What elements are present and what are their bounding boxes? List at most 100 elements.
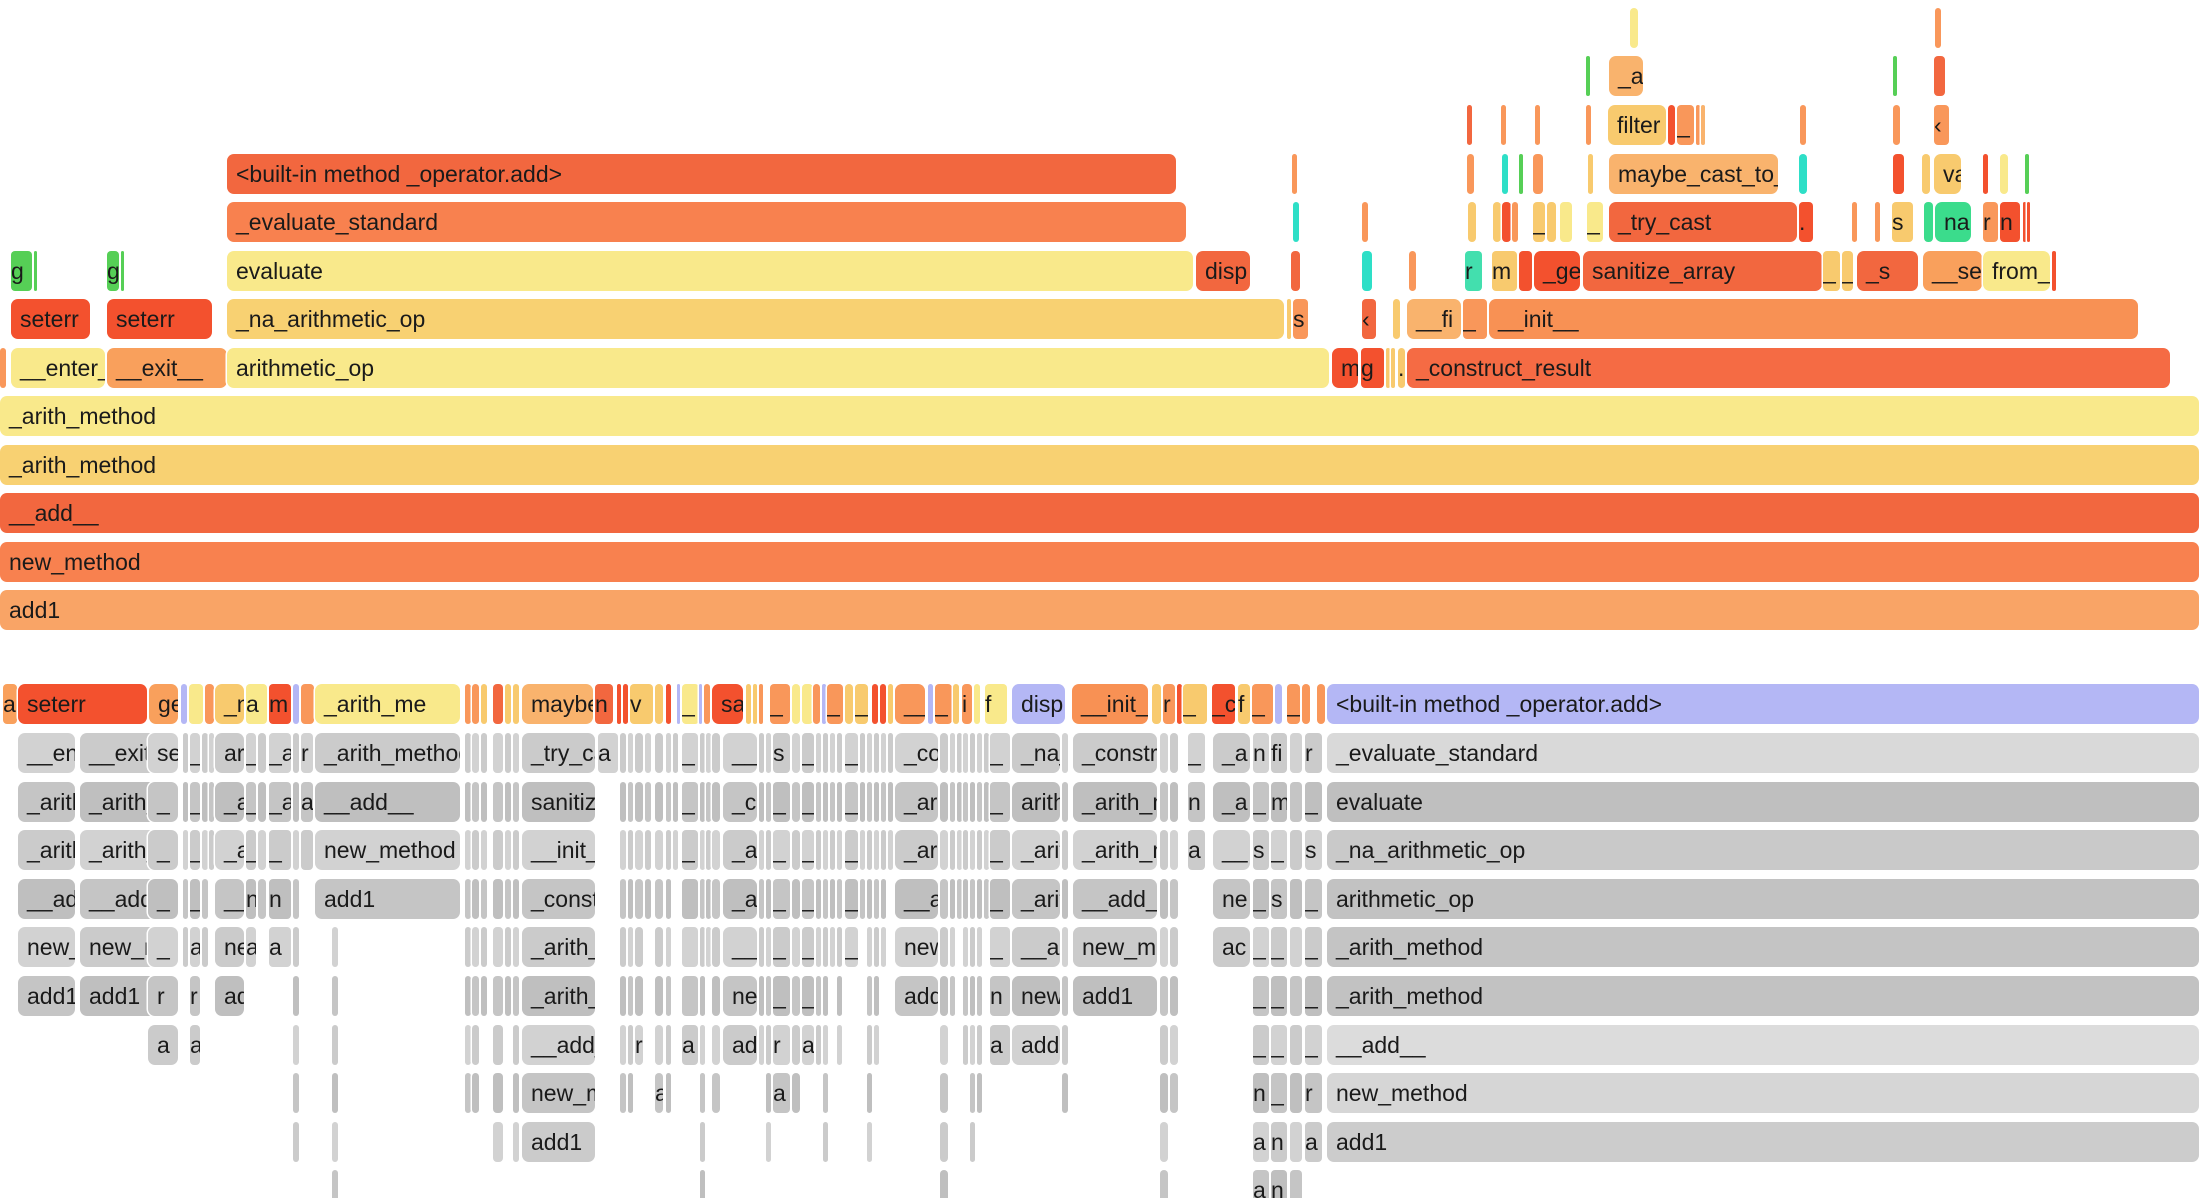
caller-frame-sliver[interactable]: [481, 830, 487, 870]
caller-frame-bar-r[interactable]: r: [148, 976, 178, 1016]
caller-frame-bar-_[interactable]: _: [682, 830, 698, 870]
caller-frame-sliver[interactable]: [628, 830, 633, 870]
caller-frame-sliver[interactable]: [655, 733, 663, 773]
caller-frame-sliver[interactable]: [830, 733, 835, 773]
caller-frame-sliver[interactable]: [620, 782, 626, 822]
caller-frame-sliver[interactable]: [673, 782, 678, 822]
leaf-frame-sliver[interactable]: [617, 684, 621, 724]
leaf-frame-sliver[interactable]: [181, 684, 187, 724]
flame-bar-r[interactable]: r: [1983, 202, 1998, 242]
leaf-frame-bar-maybe[interactable]: maybe: [522, 684, 593, 724]
caller-frame-bar-_a[interactable]: _a: [215, 830, 244, 870]
leaf-frame-bar-sa[interactable]: sa: [712, 684, 743, 724]
caller-frame-bar-_[interactable]: _: [148, 879, 178, 919]
flame-bar-sliver[interactable]: [1922, 154, 1930, 194]
leaf-frame-bar-_[interactable]: _: [682, 684, 699, 724]
flame-bar-sliver[interactable]: [1502, 202, 1511, 242]
caller-frame-sliver[interactable]: [963, 879, 968, 919]
caller-frame-sliver[interactable]: [759, 1025, 764, 1065]
caller-frame-bar-_[interactable]: _: [1271, 830, 1287, 870]
flame-bar-__se[interactable]: __se: [1923, 251, 1982, 291]
flame-bar-sliver[interactable]: [2025, 154, 2029, 194]
caller-frame-bar-add1[interactable]: add1: [895, 976, 938, 1016]
leaf-frame-sliver[interactable]: [677, 684, 680, 724]
caller-frame-sliver[interactable]: [493, 733, 503, 773]
caller-frame-sliver[interactable]: [472, 879, 479, 919]
caller-frame-bar-a[interactable]: a: [802, 1025, 814, 1065]
caller-frame-sliver[interactable]: [505, 927, 511, 967]
caller-frame-sliver[interactable]: [837, 733, 842, 773]
flame-bar-seterr[interactable]: seterr: [11, 299, 90, 339]
caller-frame-sliver[interactable]: [682, 879, 698, 919]
caller-frame-bar-_[interactable]: _: [246, 830, 256, 870]
caller-frame-sliver[interactable]: [1160, 1025, 1168, 1065]
caller-frame-bar-_[interactable]: _: [802, 830, 814, 870]
caller-frame-bar-a[interactable]: a: [1305, 1122, 1322, 1162]
caller-frame-bar-_arith_method[interactable]: _arith_method: [18, 782, 75, 822]
caller-frame-sliver[interactable]: [816, 830, 821, 870]
caller-frame-bar-new_method[interactable]: new_method: [315, 830, 460, 870]
caller-frame-bar-_na_arithmetic_op[interactable]: _na_arithmetic_op: [1327, 830, 2199, 870]
caller-frame-sliver[interactable]: [792, 782, 800, 822]
caller-frame-sliver[interactable]: [293, 1073, 299, 1113]
caller-frame-sliver[interactable]: [183, 782, 188, 822]
caller-frame-bar-_evaluate_standard[interactable]: _evaluate_standard: [1327, 733, 2199, 773]
leaf-frame-sliver[interactable]: [792, 684, 800, 724]
caller-frame-bar-_[interactable]: _: [148, 927, 178, 967]
caller-frame-sliver[interactable]: [209, 733, 214, 773]
caller-frame-bar-new_method[interactable]: new_method: [1327, 1073, 2199, 1113]
flame-bar-sliver[interactable]: [1983, 154, 1988, 194]
caller-frame-sliver[interactable]: [1290, 976, 1302, 1016]
caller-frame-sliver[interactable]: [513, 976, 519, 1016]
caller-frame-sliver[interactable]: [628, 1073, 633, 1113]
caller-frame-sliver[interactable]: [1062, 976, 1068, 1016]
caller-frame-bar-__enter__[interactable]: __enter__: [18, 733, 75, 773]
caller-frame-bar-_a[interactable]: _a: [723, 879, 757, 919]
caller-frame-bar-_[interactable]: _: [1305, 879, 1322, 919]
flame-bar-sliver[interactable]: [1588, 154, 1593, 194]
caller-frame-sliver[interactable]: [860, 830, 865, 870]
leaf-frame-sliver[interactable]: [666, 684, 671, 724]
flame-bar-r[interactable]: r: [1465, 251, 1482, 291]
leaf-frame-bar-_n[interactable]: _n: [215, 684, 244, 724]
caller-frame-sliver[interactable]: [1290, 1170, 1302, 1198]
leaf-frame-sliver[interactable]: [655, 684, 663, 724]
caller-frame-bar-n[interactable]: n: [1253, 1073, 1269, 1113]
caller-frame-bar-_[interactable]: _: [990, 830, 1010, 870]
flame-bar-sliver[interactable]: [2023, 202, 2026, 242]
flame-bar-sliver[interactable]: [1501, 105, 1506, 145]
caller-frame-bar-a[interactable]: a: [246, 927, 256, 967]
caller-frame-sliver[interactable]: [950, 976, 955, 1016]
caller-frame-bar-a[interactable]: a: [990, 1025, 1010, 1065]
caller-frame-sliver[interactable]: [867, 733, 872, 773]
caller-frame-sliver[interactable]: [712, 1025, 720, 1065]
caller-frame-sliver[interactable]: [465, 1025, 471, 1065]
caller-frame-sliver[interactable]: [1290, 1122, 1302, 1162]
caller-frame-bar-_a[interactable]: _a: [215, 782, 244, 822]
flame-bar-_construct_result[interactable]: _construct_result: [1407, 348, 2170, 388]
leaf-frame-bar-_[interactable]: _: [770, 684, 790, 724]
caller-frame-bar-_arith[interactable]: _arith: [895, 782, 938, 822]
caller-frame-bar-_[interactable]: _: [1305, 976, 1322, 1016]
caller-frame-sliver[interactable]: [700, 782, 705, 822]
caller-frame-sliver[interactable]: [970, 830, 975, 870]
flame-bar-_[interactable]: _: [1677, 105, 1694, 145]
caller-frame-sliver[interactable]: [1062, 782, 1068, 822]
caller-frame-sliver[interactable]: [293, 733, 299, 773]
leaf-frame-bar-i[interactable]: i: [962, 684, 972, 724]
caller-frame-sliver[interactable]: [655, 879, 663, 919]
caller-frame-bar-_[interactable]: _: [246, 782, 256, 822]
caller-frame-bar-_a[interactable]: _a: [1213, 782, 1250, 822]
caller-frame-sliver[interactable]: [655, 927, 663, 967]
caller-frame-bar-ari[interactable]: ari: [215, 733, 244, 773]
flame-bar-s[interactable]: s: [1293, 299, 1308, 339]
caller-frame-bar-_[interactable]: _: [1253, 879, 1269, 919]
caller-frame-bar-_[interactable]: _: [802, 879, 814, 919]
caller-frame-bar-a[interactable]: a: [773, 1073, 790, 1113]
caller-frame-sliver[interactable]: [481, 976, 487, 1016]
caller-frame-bar-_arith_method[interactable]: _arith_method: [522, 976, 595, 1016]
caller-frame-sliver[interactable]: [645, 733, 651, 773]
caller-frame-sliver[interactable]: [706, 879, 711, 919]
caller-frame-sliver[interactable]: [505, 830, 511, 870]
caller-frame-bar-a[interactable]: a: [655, 1073, 663, 1113]
